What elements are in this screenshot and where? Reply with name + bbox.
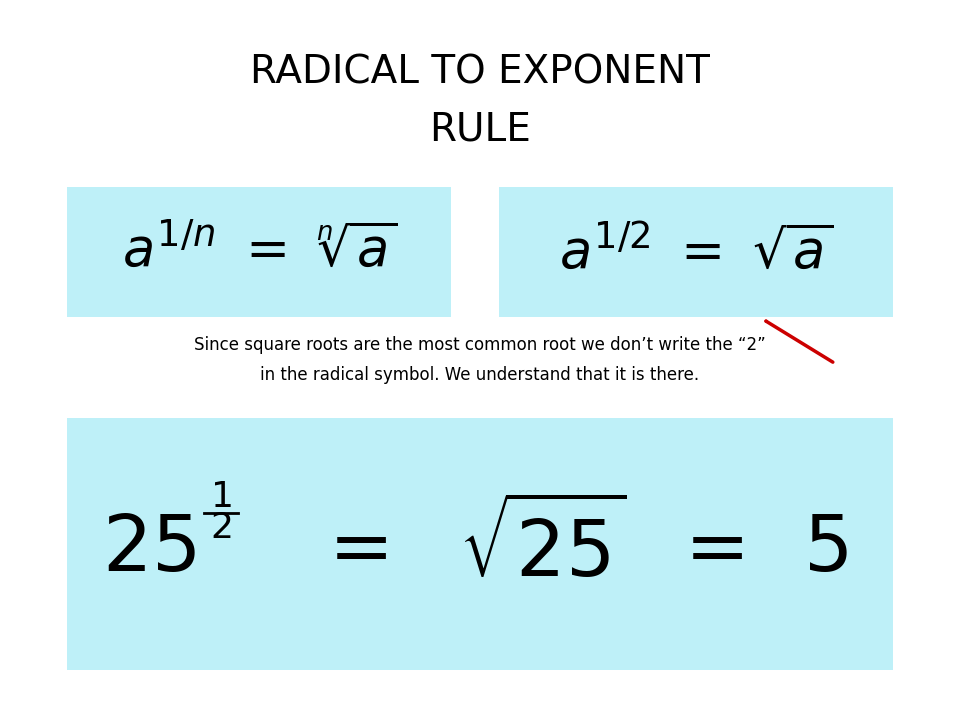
Text: RADICAL TO EXPONENT: RADICAL TO EXPONENT	[250, 53, 710, 91]
Text: Since square roots are the most common root we don’t write the “2”
in the radica: Since square roots are the most common r…	[194, 336, 766, 384]
FancyArrowPatch shape	[766, 321, 833, 362]
Text: $25$: $25$	[102, 510, 196, 587]
Bar	[499, 187, 893, 317]
Text: RULE: RULE	[429, 111, 531, 148]
Text: $5$: $5$	[804, 510, 848, 587]
Text: $2$: $2$	[210, 511, 231, 546]
Text: $1$: $1$	[210, 480, 231, 514]
Text: $\sqrt{25}$: $\sqrt{25}$	[459, 503, 626, 594]
Text: $=$: $=$	[668, 510, 743, 587]
Text: $a^{1/2}\ =\ \sqrt{a}$: $a^{1/2}\ =\ \sqrt{a}$	[559, 225, 833, 279]
Text: $=$: $=$	[313, 510, 388, 587]
Bar	[67, 187, 451, 317]
Bar	[67, 418, 893, 670]
Text: $a^{1/n}\ =\ \sqrt[n]{a}$: $a^{1/n}\ =\ \sqrt[n]{a}$	[122, 226, 396, 278]
